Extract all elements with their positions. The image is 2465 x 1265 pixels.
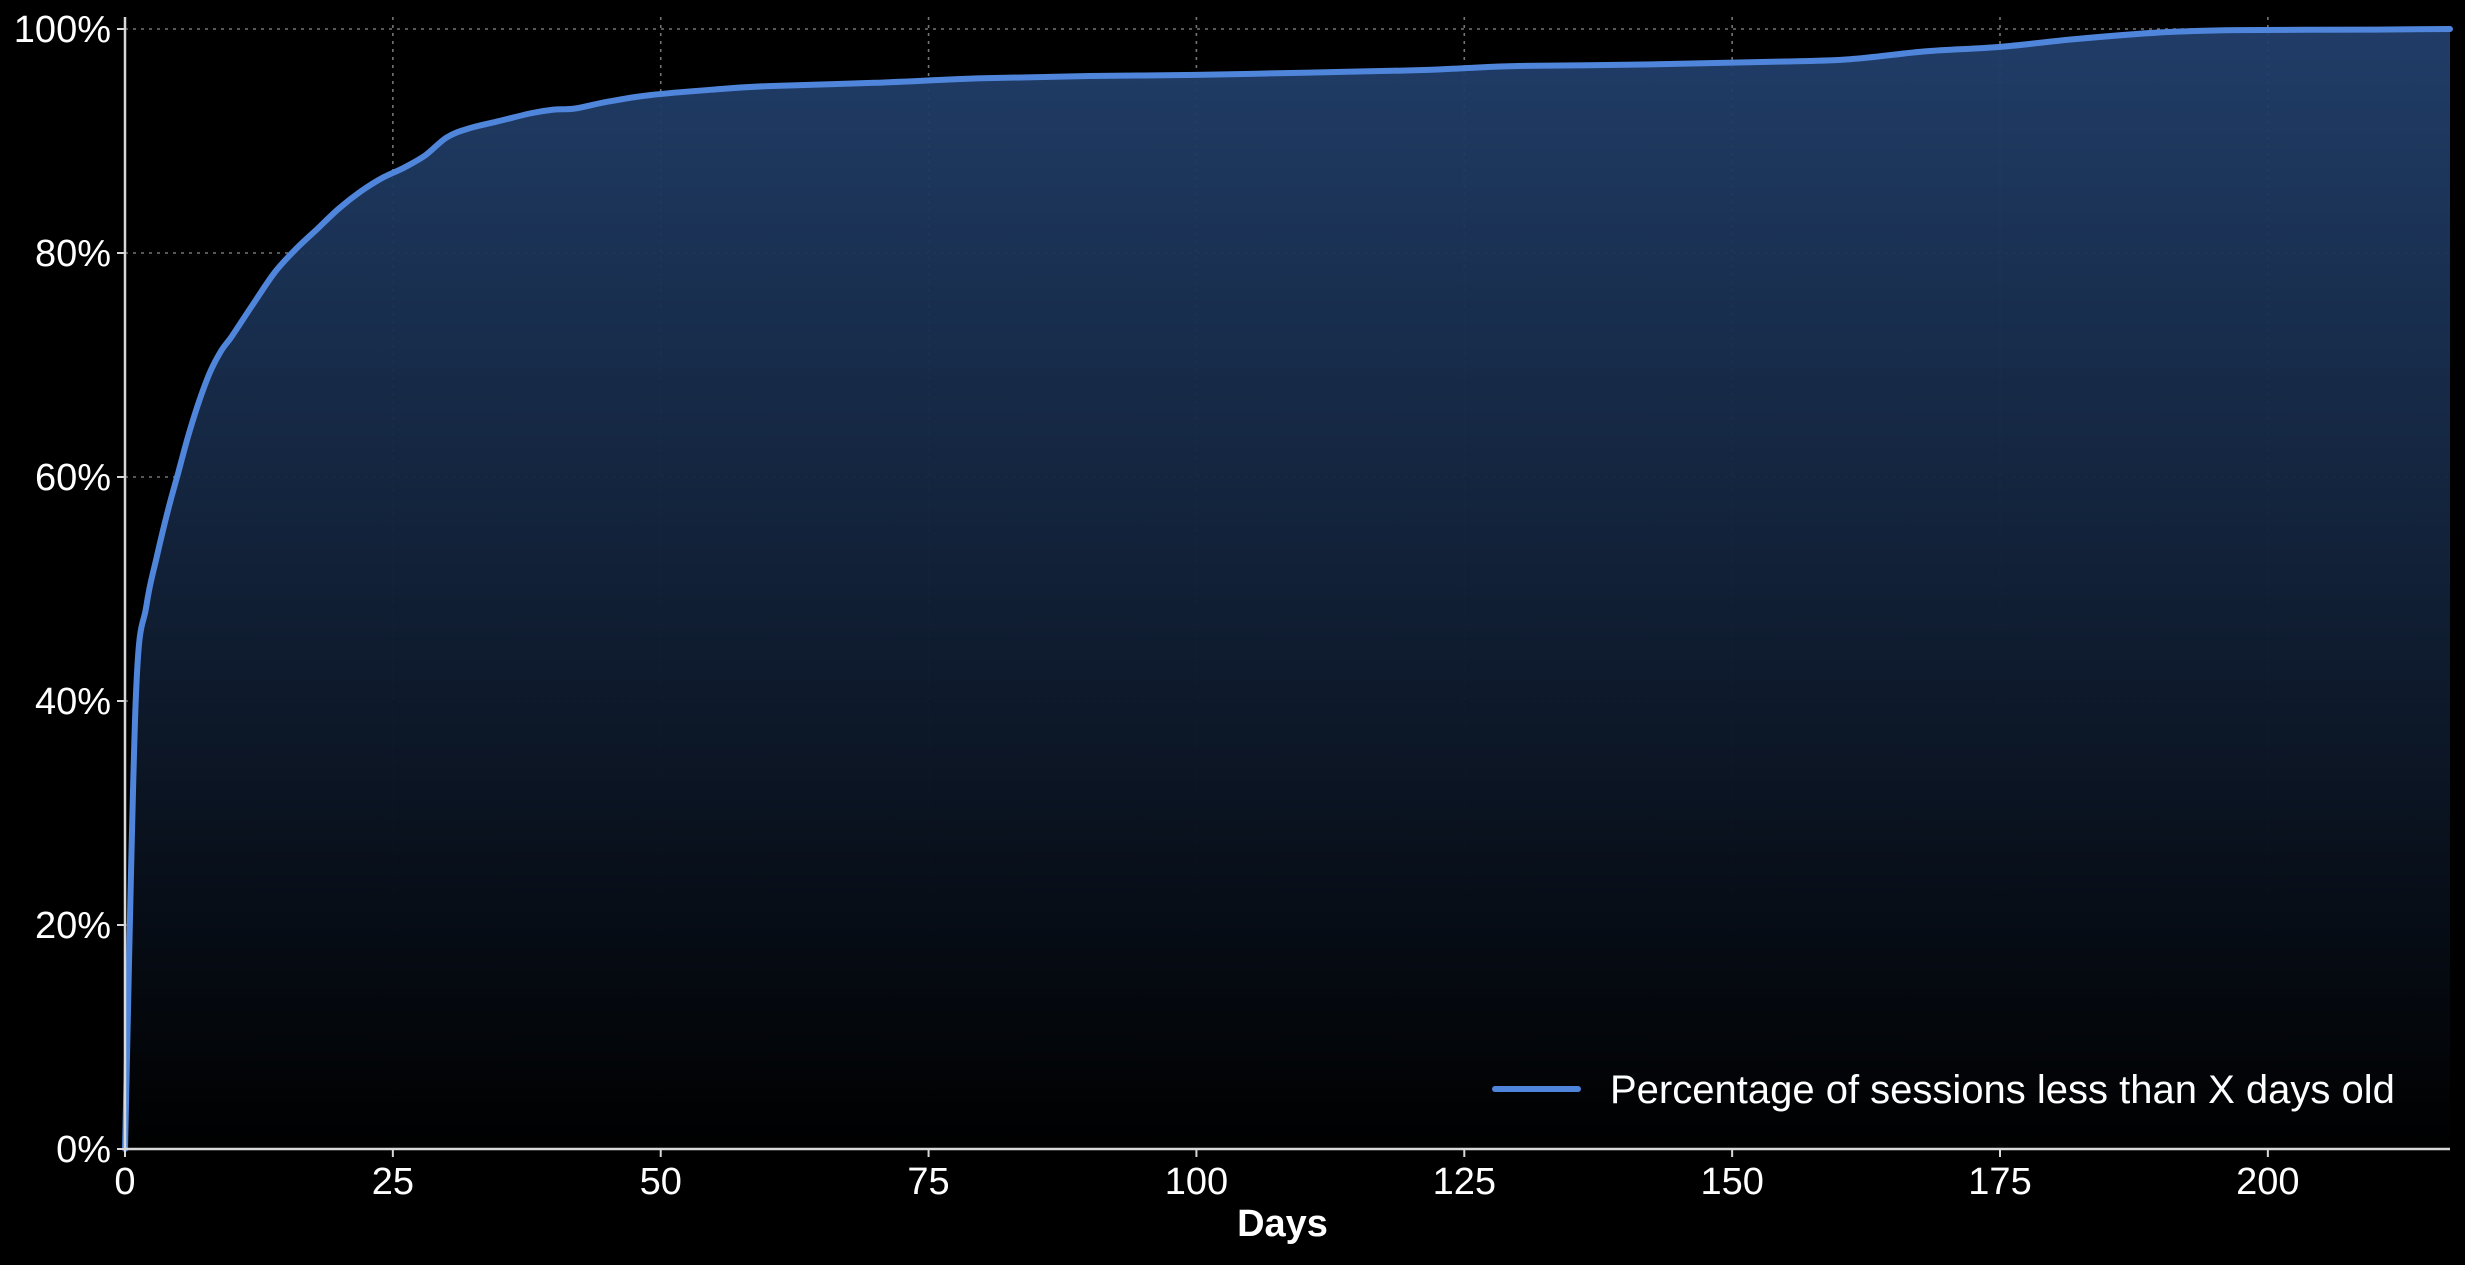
series-area-fill	[125, 29, 2450, 1149]
x-tick-label: 150	[1700, 1161, 1763, 1203]
x-tick-label: 100	[1165, 1161, 1228, 1203]
legend-label: Percentage of sessions less than X days …	[1610, 1068, 2395, 1112]
y-axis-ticks: 0% 20% 40% 60% 80% 100%	[14, 9, 125, 1171]
y-tick-label: 0%	[56, 1129, 111, 1171]
axes	[123, 17, 2450, 1151]
x-axis-ticks: 0 25 50 75 100 125 150 175 200	[114, 1149, 2300, 1203]
x-tick-label: 0	[114, 1161, 135, 1203]
x-tick-label: 125	[1433, 1161, 1496, 1203]
x-tick-label: 75	[907, 1161, 949, 1203]
y-tick-label: 60%	[35, 457, 111, 499]
y-tick-label: 40%	[35, 681, 111, 723]
x-tick-label: 25	[372, 1161, 414, 1203]
x-tick-label: 200	[2236, 1161, 2299, 1203]
series-line	[122, 26, 2453, 1152]
legend: Percentage of sessions less than X days …	[1492, 1068, 2395, 1112]
x-tick-label: 50	[640, 1161, 682, 1203]
y-tick-label: 20%	[35, 905, 111, 947]
y-tick-label: 80%	[35, 233, 111, 275]
y-tick-label: 100%	[14, 9, 111, 51]
x-tick-label: 175	[1968, 1161, 2031, 1203]
x-axis-label: Days	[1237, 1203, 1328, 1245]
